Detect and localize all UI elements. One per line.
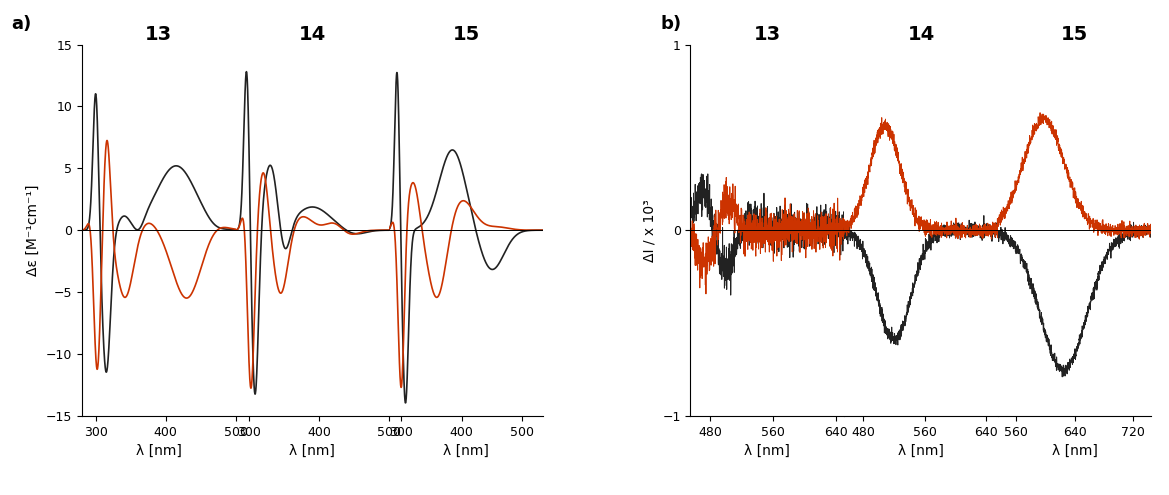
Y-axis label: Δε [M⁻¹cm⁻¹]: Δε [M⁻¹cm⁻¹] bbox=[26, 185, 40, 276]
Text: b): b) bbox=[660, 15, 682, 33]
X-axis label: λ [nm]: λ [nm] bbox=[1052, 444, 1098, 458]
Title: 13: 13 bbox=[754, 25, 781, 45]
Text: a): a) bbox=[12, 15, 32, 33]
X-axis label: λ [nm]: λ [nm] bbox=[443, 444, 489, 458]
Title: 13: 13 bbox=[145, 25, 172, 45]
X-axis label: λ [nm]: λ [nm] bbox=[290, 444, 336, 458]
Title: 14: 14 bbox=[299, 25, 326, 45]
Title: 15: 15 bbox=[452, 25, 479, 45]
Y-axis label: ΔI / x 10³: ΔI / x 10³ bbox=[643, 199, 657, 261]
X-axis label: λ [nm]: λ [nm] bbox=[898, 444, 943, 458]
Title: 15: 15 bbox=[1061, 25, 1088, 45]
X-axis label: λ [nm]: λ [nm] bbox=[745, 444, 790, 458]
X-axis label: λ [nm]: λ [nm] bbox=[136, 444, 181, 458]
Title: 14: 14 bbox=[907, 25, 934, 45]
